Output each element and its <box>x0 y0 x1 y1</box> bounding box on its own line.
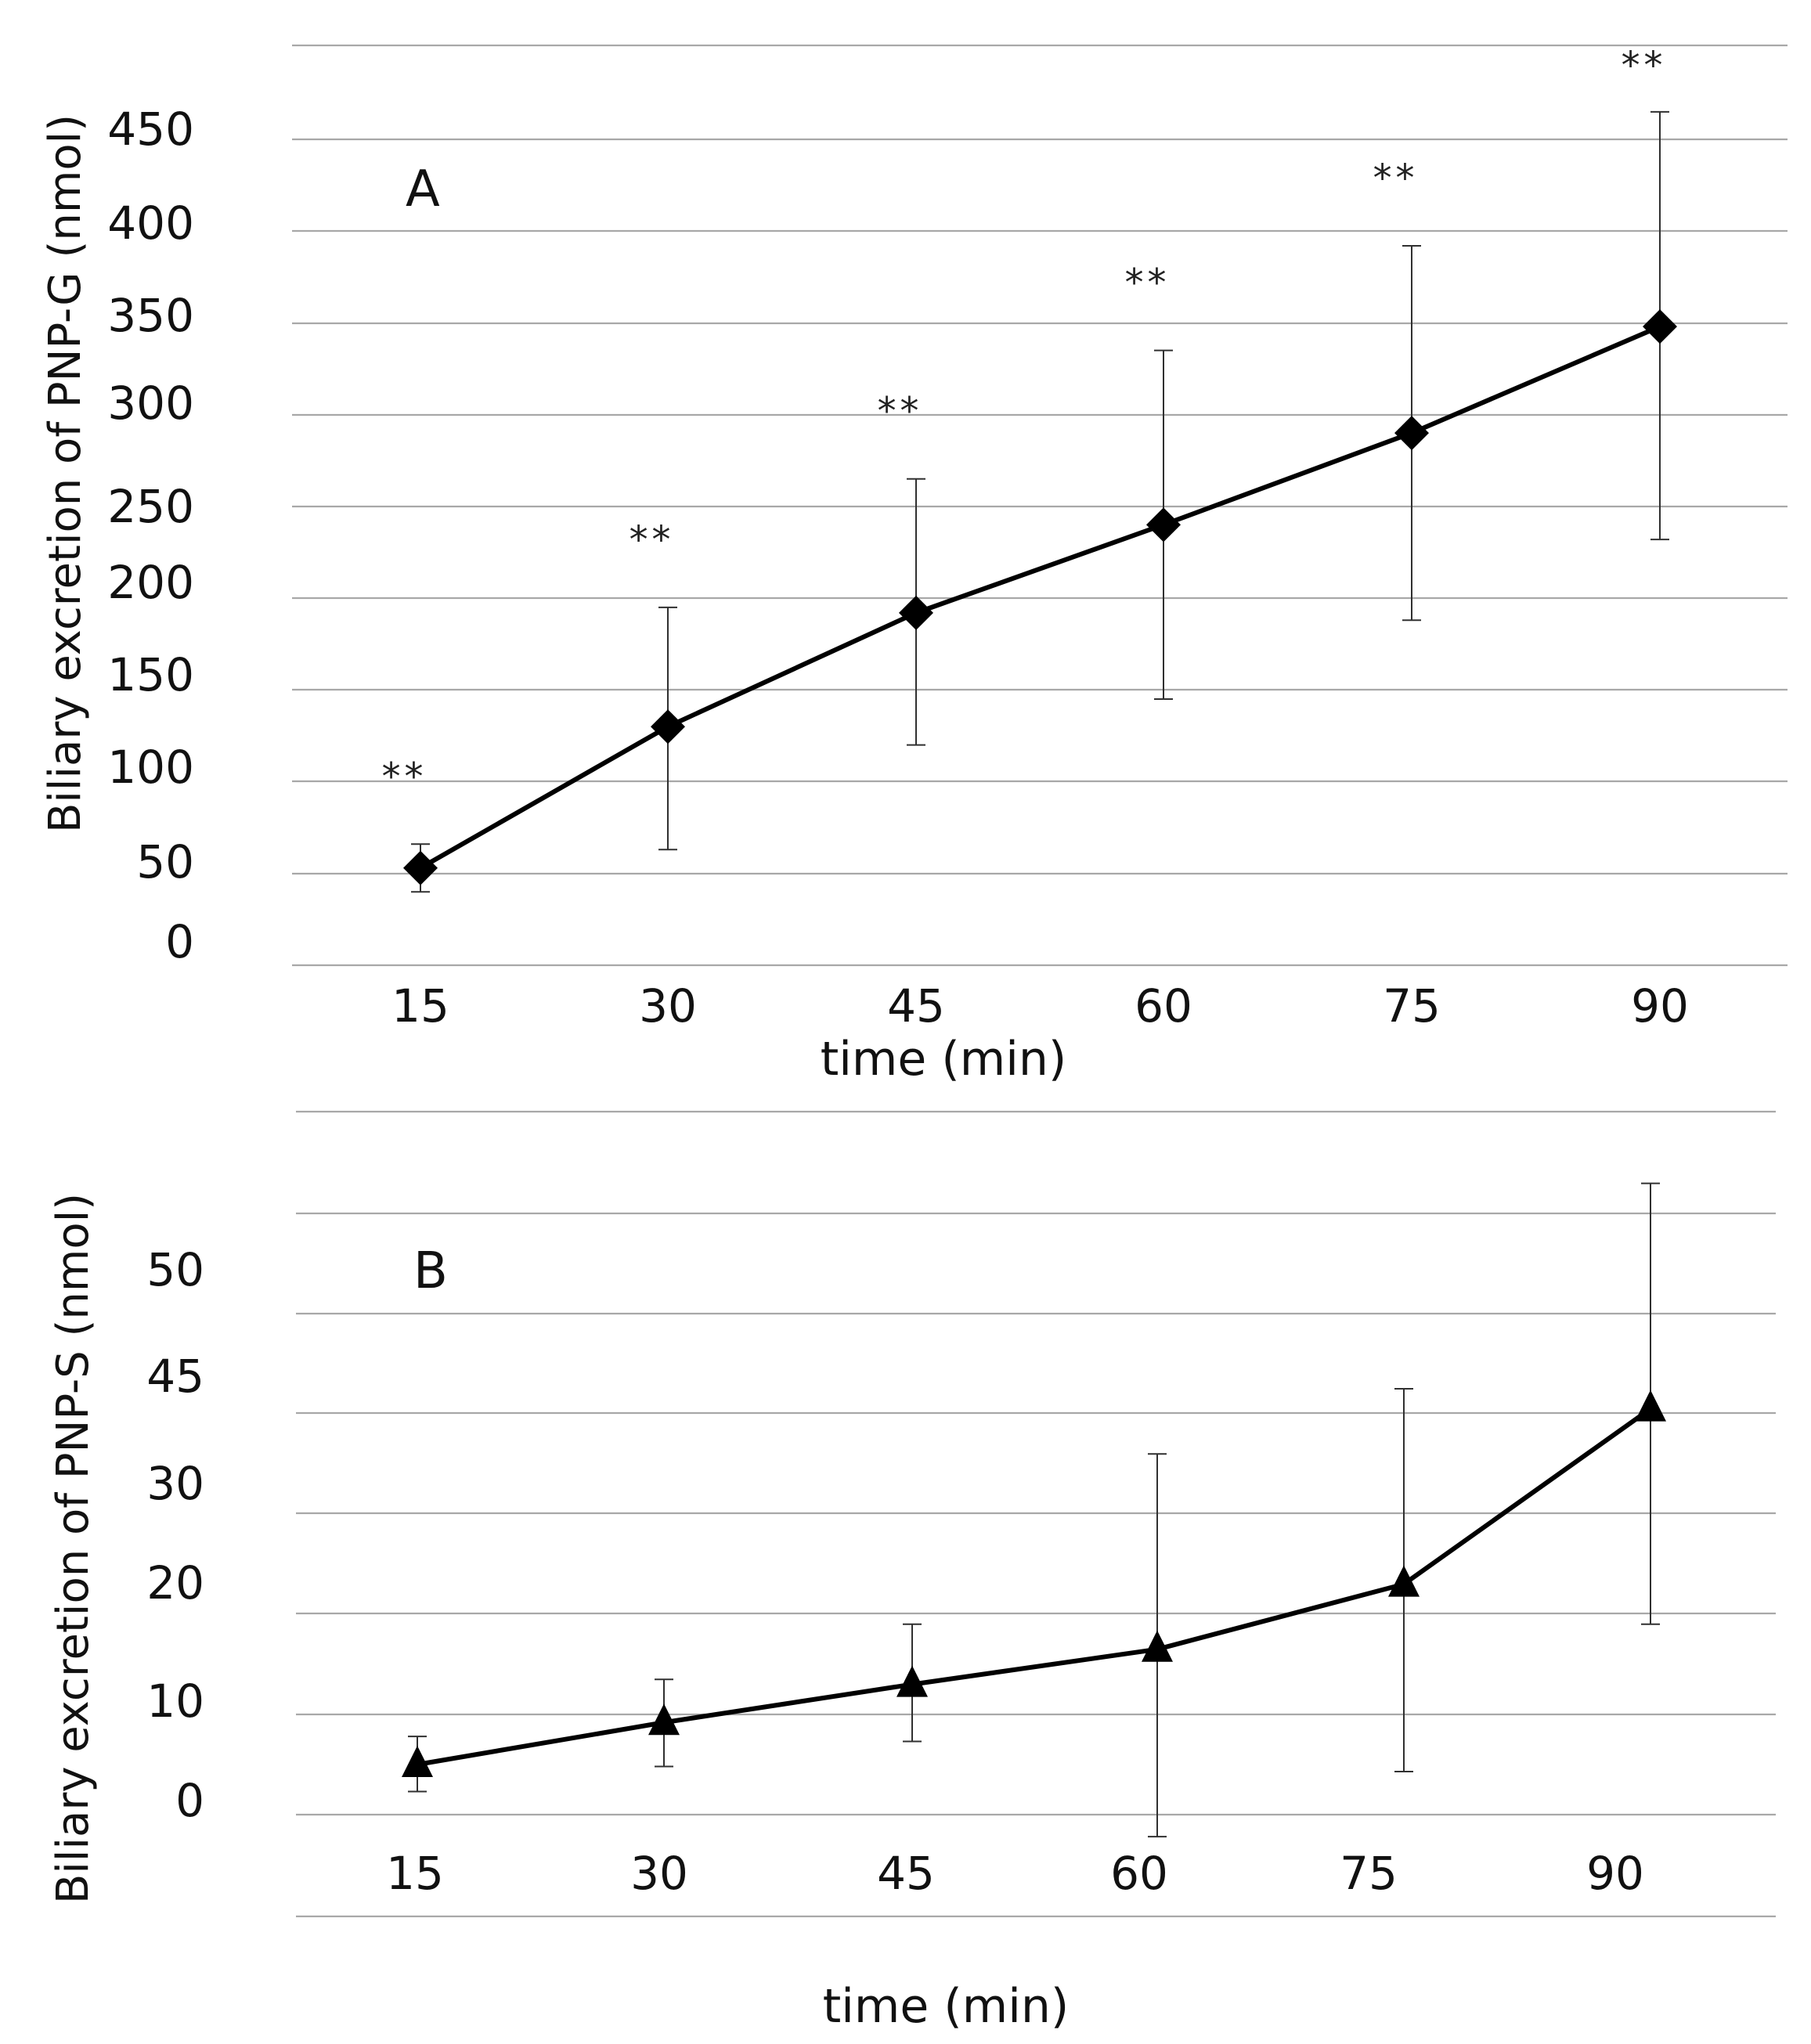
data-point-diamond-a <box>403 850 438 885</box>
data-point-triangle-b <box>896 1665 928 1697</box>
panel-label-b: B <box>413 1242 448 1300</box>
significance-label-a: ** <box>1619 44 1665 88</box>
significance-label-a: ** <box>380 755 425 798</box>
y-tick-label-a: 250 <box>107 480 194 533</box>
data-point-diamond-a <box>899 595 933 630</box>
y-tick-label-b: 20 <box>146 1556 204 1610</box>
significance-label-a: ** <box>875 390 921 434</box>
x-tick-label-a: 15 <box>391 979 449 1033</box>
x-tick-label-b: 75 <box>1340 1847 1398 1900</box>
significance-label-a: ** <box>1123 261 1168 305</box>
data-line-b <box>417 1407 1652 1767</box>
y-tick-label-a: 300 <box>107 377 194 430</box>
x-axis-label-b: time (min) <box>823 1979 1070 2034</box>
data-point-triangle-b <box>1635 1390 1666 1422</box>
x-tick-label-a: 30 <box>639 979 697 1033</box>
data-point-diamond-a <box>1643 309 1677 344</box>
series-line-b <box>417 1407 1652 1767</box>
x-axis-ticks-a: 15 30 45 60 75 90 <box>391 979 1689 1033</box>
x-tick-label-a: 90 <box>1631 979 1689 1033</box>
series-line-a <box>419 324 1661 871</box>
x-tick-label-a: 45 <box>887 979 945 1033</box>
panel-label-a: A <box>406 160 440 218</box>
x-tick-label-b: 15 <box>386 1847 444 1900</box>
y-axis-label-b: Biliary excretion of PNP-S (nmol) <box>48 1193 99 1904</box>
data-point-diamond-a <box>1146 507 1181 543</box>
y-tick-label-a: 400 <box>107 196 194 250</box>
significance-label-a: ** <box>1371 157 1416 200</box>
y-axis-label-a: Biliary excretion of PNP-G (nmol) <box>40 114 91 833</box>
significance-markers-a: ** ** ** ** ** ** <box>380 44 1665 798</box>
x-tick-label-b: 45 <box>877 1847 935 1900</box>
data-point-triangle-b <box>1142 1630 1173 1662</box>
y-axis-ticks-a: 0 50 100 150 200 250 300 350 400 450 <box>107 103 194 968</box>
y-tick-label-b: 30 <box>146 1457 204 1510</box>
error-bars-b <box>408 1182 1660 1838</box>
error-bars-a <box>411 110 1669 893</box>
y-tick-label-a: 150 <box>107 648 194 701</box>
y-tick-label-b: 10 <box>146 1674 204 1728</box>
y-tick-label-b: 50 <box>146 1243 204 1296</box>
y-tick-label-a: 100 <box>107 741 194 794</box>
data-point-triangle-b <box>1388 1565 1420 1597</box>
data-point-triangle-b <box>402 1746 433 1777</box>
y-tick-label-a: 350 <box>107 289 194 342</box>
y-tick-label-a: 0 <box>165 915 194 968</box>
gridlines-a <box>292 44 1788 967</box>
data-line-a <box>419 324 1661 871</box>
x-tick-label-b: 30 <box>630 1847 688 1900</box>
x-tick-label-b: 90 <box>1586 1847 1644 1900</box>
y-axis-ticks-b: 0 10 20 30 45 50 <box>146 1243 204 1827</box>
data-point-diamond-a <box>1394 416 1429 451</box>
markers-b <box>402 1390 1666 1777</box>
markers-a <box>403 309 1677 885</box>
y-tick-label-a: 200 <box>107 556 194 609</box>
chart-panel-b: 0 10 20 30 45 50 15 30 45 60 75 90 B time (min) Bi… <box>48 1110 1776 2034</box>
data-point-triangle-b <box>648 1703 680 1736</box>
gridlines-b <box>296 1110 1776 1918</box>
y-tick-label-b: 45 <box>146 1350 204 1403</box>
x-tick-label-b: 60 <box>1110 1847 1168 1900</box>
x-tick-label-a: 60 <box>1135 979 1192 1033</box>
data-point-diamond-a <box>651 709 685 744</box>
significance-label-a: ** <box>627 518 673 562</box>
x-axis-ticks-b: 15 30 45 60 75 90 <box>386 1847 1644 1900</box>
y-tick-label-a: 450 <box>107 103 194 156</box>
x-axis-label-a: time (min) <box>821 1032 1067 1087</box>
chart-panel-a: 0 50 100 150 200 250 300 350 400 450 15 30 45 60 75 90… <box>40 44 1788 1087</box>
x-tick-label-a: 75 <box>1383 979 1441 1033</box>
y-tick-label-a: 50 <box>136 835 194 889</box>
y-tick-label-b: 0 <box>175 1774 204 1827</box>
